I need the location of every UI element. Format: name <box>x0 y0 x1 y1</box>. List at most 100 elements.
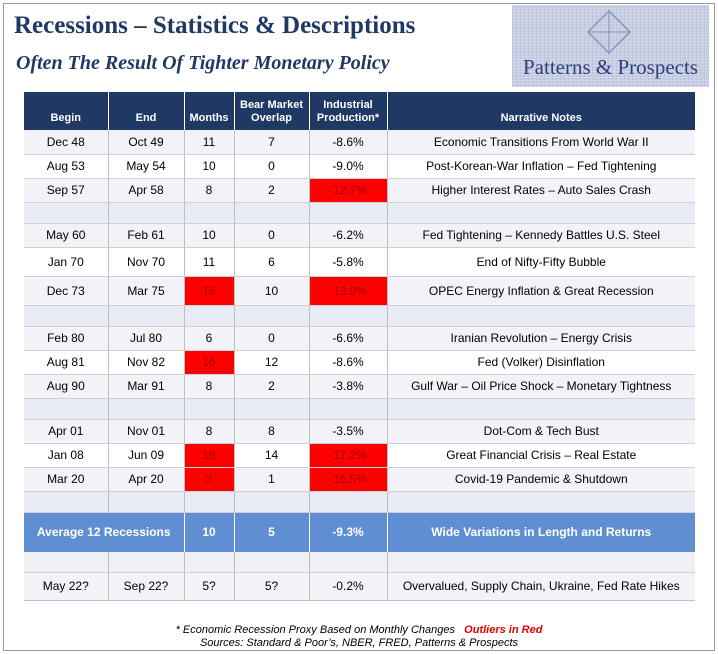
notes-cell: Gulf War – Oil Price Shock – Monetary Ti… <box>386 374 695 399</box>
months-cell: 10 <box>183 154 234 179</box>
overlap-cell: 0 <box>233 154 309 179</box>
notes-cell: Dot-Com & Tech Bust <box>386 419 695 444</box>
logo-text: Patterns & Prospects <box>523 55 698 79</box>
col-header-production: Industrial Production* <box>308 92 387 130</box>
overlap-cell: 7 <box>233 130 309 155</box>
begin-cell: Mar 20 <box>24 467 108 492</box>
footnote-sources: Sources: Standard & Poor’s, NBER, FRED, … <box>199 637 519 649</box>
begin-cell: Aug 81 <box>24 350 108 375</box>
months-cell: 8 <box>183 374 234 399</box>
end-cell: Mar 75 <box>107 276 184 306</box>
average-production: -9.3% <box>308 512 387 552</box>
table-row: Dec 48 Oct 49 11 7 -8.6% Economic Transi… <box>24 130 695 155</box>
overlap-cell: 12 <box>233 350 309 375</box>
table-row: May 60 Feb 61 10 0 -6.2% Fed Tightening … <box>24 223 695 248</box>
footnote-outliers: Outliers in Red <box>464 624 543 636</box>
end-cell: Feb 61 <box>107 223 184 248</box>
table-row: Apr 01 Nov 01 8 8 -3.5% Dot-Com & Tech B… <box>24 419 695 444</box>
page-subtitle: Often The Result Of Tighter Monetary Pol… <box>16 52 390 74</box>
production-cell: -8.6% <box>308 350 387 375</box>
production-cell: -5.8% <box>308 247 387 277</box>
overlap-cell: 0 <box>233 223 309 248</box>
page-frame <box>3 3 715 651</box>
spacer-row <box>24 398 695 420</box>
begin-cell: May 60 <box>24 223 108 248</box>
end-cell: Nov 70 <box>107 247 184 277</box>
overlap-cell: 1 <box>233 467 309 492</box>
months-cell: 11 <box>183 247 234 277</box>
spacer-row <box>24 552 695 573</box>
end-cell: Nov 01 <box>107 419 184 444</box>
spacer-row <box>24 305 695 327</box>
production-cell-outlier: -17.2% <box>308 443 387 468</box>
notes-cell: Fed (Volker) Disinflation <box>386 350 695 375</box>
col-header-end: End <box>107 92 184 130</box>
months-cell: 8 <box>183 419 234 444</box>
table-row: Jan 08 Jun 09 18 14 -17.2% Great Financi… <box>24 443 695 468</box>
overlap-cell: 10 <box>233 276 309 306</box>
table-row: Feb 80 Jul 80 6 0 -6.6% Iranian Revoluti… <box>24 326 695 351</box>
overlap-cell: 0 <box>233 326 309 351</box>
production-cell: -3.8% <box>308 374 387 399</box>
col-header-months: Months <box>183 92 234 130</box>
notes-cell: Great Financial Crisis – Real Estate <box>386 443 695 468</box>
col-header-begin: Begin <box>24 92 108 130</box>
average-row: Average 12 Recessions 10 5 -9.3% Wide Va… <box>24 512 695 552</box>
average-months: 10 <box>183 512 234 552</box>
patterns-prospects-logo: Patterns & Prospects <box>512 5 709 87</box>
production-cell: -6.2% <box>308 223 387 248</box>
table-row: Aug 53 May 54 10 0 -9.0% Post-Korean-War… <box>24 154 695 179</box>
average-label: Average 12 Recessions <box>24 512 184 552</box>
page-title: Recessions – Statistics & Descriptions <box>14 12 416 39</box>
end-cell: Apr 58 <box>107 178 184 203</box>
overlap-cell: 2 <box>233 178 309 203</box>
overlap-cell: 8 <box>233 419 309 444</box>
end-cell: Oct 49 <box>107 130 184 155</box>
months-cell-outlier: 2 <box>183 467 234 492</box>
notes-cell: Overvalued, Supply Chain, Ukraine, Fed R… <box>386 572 695 601</box>
notes-cell: Higher Interest Rates – Auto Sales Crash <box>386 178 695 203</box>
footnote-proxy: * Economic Recession Proxy Based on Mont… <box>0 624 718 636</box>
notes-cell: Economic Transitions From World War II <box>386 130 695 155</box>
table-row: Mar 20 Apr 20 2 1 -16.5% Covid-19 Pandem… <box>24 467 695 492</box>
production-cell: -3.5% <box>308 419 387 444</box>
end-cell: May 54 <box>107 154 184 179</box>
overlap-cell: 6 <box>233 247 309 277</box>
spacer-row <box>24 491 695 513</box>
production-cell-outlier: -13.0% <box>308 276 387 306</box>
notes-cell: Covid-19 Pandemic & Shutdown <box>386 467 695 492</box>
table-row: Jan 70 Nov 70 11 6 -5.8% End of Nifty-Fi… <box>24 247 695 277</box>
months-cell-outlier: 16 <box>183 350 234 375</box>
production-cell: -8.6% <box>308 130 387 155</box>
table-row: Aug 90 Mar 91 8 2 -3.8% Gulf War – Oil P… <box>24 374 695 399</box>
col-header-notes: Narrative Notes <box>386 92 695 130</box>
footnote-text: * Economic Recession Proxy Based on Mont… <box>175 624 455 636</box>
overlap-cell: 2 <box>233 374 309 399</box>
average-overlap: 5 <box>233 512 309 552</box>
months-cell: 11 <box>183 130 234 155</box>
current-row: May 22? Sep 22? 5? 5? -0.2% Overvalued, … <box>24 572 695 601</box>
end-cell: Apr 20 <box>107 467 184 492</box>
end-cell: Nov 82 <box>107 350 184 375</box>
production-cell: -9.0% <box>308 154 387 179</box>
notes-cell: OPEC Energy Inflation & Great Recession <box>386 276 695 306</box>
end-cell: Jul 80 <box>107 326 184 351</box>
notes-cell: Post-Korean-War Inflation – Fed Tighteni… <box>386 154 695 179</box>
overlap-cell: 5? <box>233 572 309 601</box>
table-row: Dec 73 Mar 75 16 10 -13.0% OPEC Energy I… <box>24 276 695 306</box>
begin-cell: Dec 48 <box>24 130 108 155</box>
begin-cell: Feb 80 <box>24 326 108 351</box>
production-cell: -6.6% <box>308 326 387 351</box>
production-cell-outlier: -16.5% <box>308 467 387 492</box>
months-cell-outlier: 18 <box>183 443 234 468</box>
end-cell: Sep 22? <box>107 572 184 601</box>
table-header-row: Begin End Months Bear Market Overlap Ind… <box>24 92 695 130</box>
months-cell: 5? <box>183 572 234 601</box>
diamond-logo-icon <box>586 9 632 55</box>
overlap-cell: 14 <box>233 443 309 468</box>
recessions-table: Begin End Months Bear Market Overlap Ind… <box>24 92 695 601</box>
table-row: Sep 57 Apr 58 8 2 -12.7% Higher Interest… <box>24 178 695 203</box>
begin-cell: Aug 90 <box>24 374 108 399</box>
col-header-overlap: Bear Market Overlap <box>233 92 309 130</box>
end-cell: Jun 09 <box>107 443 184 468</box>
